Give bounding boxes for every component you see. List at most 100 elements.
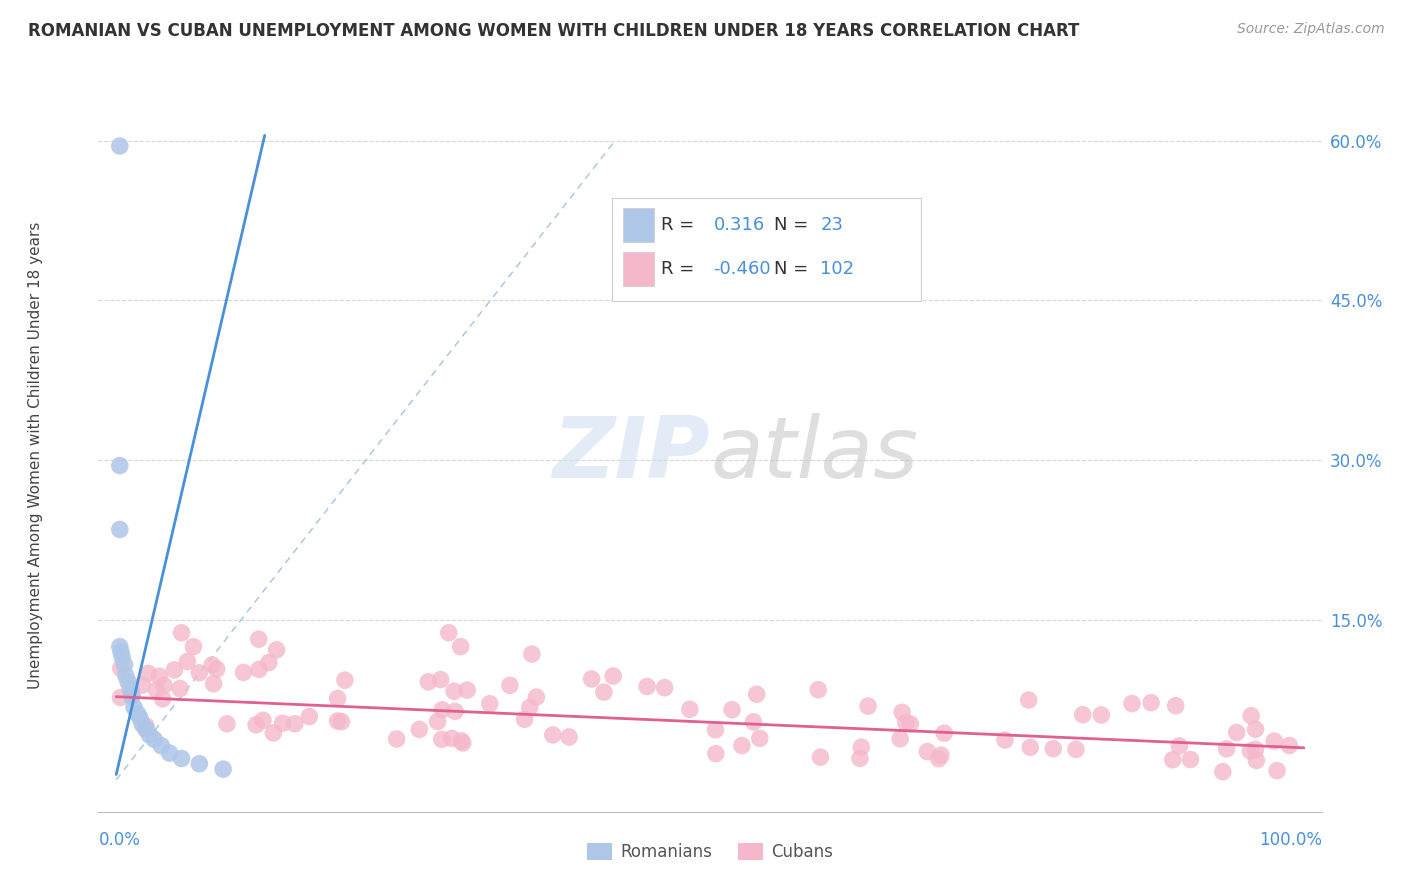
Point [143,732,166,747]
Point [1161,753,1184,767]
Point [1212,764,1234,779]
Point [418,674,440,689]
Point [1244,723,1267,737]
Point [111,650,134,665]
Point [266,643,288,657]
Point [326,714,349,728]
Point [636,680,658,694]
Point [170,625,193,640]
Point [934,726,956,740]
Point [159,746,181,760]
Point [851,740,873,755]
Point [742,714,765,729]
Point [807,682,830,697]
Point [1239,744,1261,758]
Point [810,750,832,764]
Point [385,731,408,746]
Point [1090,708,1112,723]
Point [152,691,174,706]
Point [252,713,274,727]
Point [108,523,131,537]
Point [163,663,186,677]
Text: 23: 23 [820,216,844,234]
Point [1226,725,1249,739]
Point [108,458,131,473]
Point [150,739,173,753]
Point [1071,707,1094,722]
Point [928,752,950,766]
Text: N =: N = [773,260,814,278]
Point [201,658,224,673]
Point [541,728,564,742]
Point [135,723,157,737]
Point [450,640,472,654]
Text: N =: N = [773,216,814,234]
Text: ZIP: ZIP [553,413,710,497]
Point [602,669,624,683]
Point [110,645,132,659]
Point [745,687,768,701]
Point [169,681,191,696]
Point [917,745,939,759]
Point [889,731,911,746]
Text: -0.460: -0.460 [713,260,770,278]
Point [849,751,872,765]
Point [1240,708,1263,723]
Text: 100.0%: 100.0% [1258,830,1322,849]
Point [120,682,142,697]
Point [108,139,131,153]
Point [131,678,153,692]
Point [114,668,136,682]
Point [138,728,160,742]
Point [900,717,922,731]
Point [451,736,474,750]
Point [519,700,541,714]
Point [891,706,914,720]
Point [1244,742,1267,756]
Point [456,683,478,698]
Point [131,717,153,731]
Point [432,703,454,717]
Point [440,731,463,746]
Text: 0.316: 0.316 [713,216,765,234]
Point [1246,753,1268,767]
Point [731,739,754,753]
Point [581,672,603,686]
Point [1164,698,1187,713]
Point [284,716,307,731]
Point [444,705,467,719]
Point [257,656,280,670]
Text: ROMANIAN VS CUBAN UNEMPLOYMENT AMONG WOMEN WITH CHILDREN UNDER 18 YEARS CORRELAT: ROMANIAN VS CUBAN UNEMPLOYMENT AMONG WOM… [28,22,1080,40]
Text: atlas: atlas [710,413,918,497]
Point [426,714,449,729]
Point [170,751,193,765]
Point [704,723,727,737]
Point [129,711,152,725]
Point [1180,752,1202,766]
Text: R =: R = [661,260,700,278]
Point [245,718,267,732]
Point [202,676,225,690]
Point [117,674,139,689]
Point [1265,764,1288,778]
Text: 0.0%: 0.0% [98,830,141,849]
Point [654,681,676,695]
Point [188,665,211,680]
Point [558,730,581,744]
Point [679,702,702,716]
Point [499,678,522,692]
Point [298,709,321,723]
Point [593,685,616,699]
Point [1042,741,1064,756]
Point [1140,696,1163,710]
Point [326,691,349,706]
Point [994,733,1017,747]
Point [333,673,356,688]
Point [408,723,430,737]
Point [262,726,284,740]
Point [513,712,536,726]
Point [1168,739,1191,753]
Point [122,700,145,714]
Point [430,732,453,747]
Legend: Romanians, Cubans: Romanians, Cubans [581,836,839,868]
